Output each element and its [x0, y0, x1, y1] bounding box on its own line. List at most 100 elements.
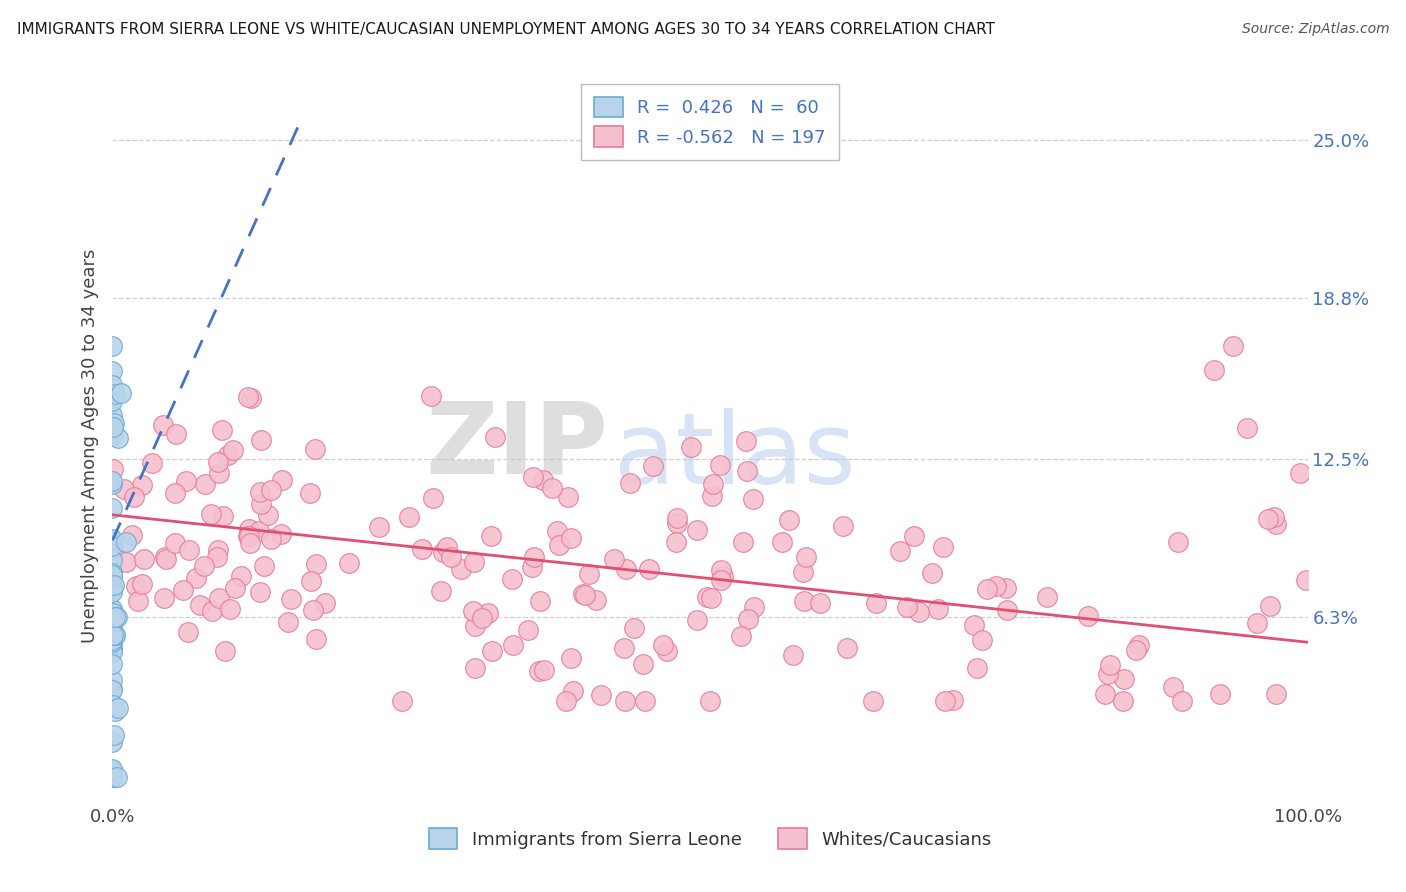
Point [299, 486, 322, 500]
Point [271, 473, 294, 487]
Point [104, 387, 127, 401]
Point [896, 599, 918, 614]
Point [603, 552, 626, 566]
Point [110, 386, 132, 401]
Point [101, 566, 124, 581]
Point [249, 585, 271, 599]
Point [702, 476, 724, 491]
Point [105, 770, 128, 784]
Point [103, 628, 125, 642]
Point [699, 694, 721, 708]
Point [634, 694, 657, 708]
Point [665, 511, 688, 525]
Point [208, 467, 231, 481]
Point [101, 500, 124, 515]
Point [572, 587, 595, 601]
Point [184, 571, 207, 585]
Y-axis label: Unemployment Among Ages 30 to 34 years: Unemployment Among Ages 30 to 34 years [80, 249, 98, 643]
Point [737, 464, 759, 478]
Point [782, 648, 804, 663]
Point [976, 582, 998, 597]
Point [257, 508, 280, 522]
Point [464, 619, 486, 633]
Point [730, 629, 752, 643]
Point [523, 549, 546, 564]
Point [585, 592, 607, 607]
Point [101, 339, 124, 353]
Point [101, 476, 124, 491]
Point [398, 510, 420, 524]
Point [932, 540, 955, 554]
Point [101, 607, 124, 621]
Point [744, 599, 766, 614]
Point [589, 688, 612, 702]
Point [927, 602, 949, 616]
Text: IMMIGRANTS FROM SIERRA LEONE VS WHITE/CAUCASIAN UNEMPLOYMENT AMONG AGES 30 TO 34: IMMIGRANTS FROM SIERRA LEONE VS WHITE/CA… [17, 22, 995, 37]
Point [709, 458, 731, 473]
Point [1077, 608, 1099, 623]
Point [546, 524, 568, 538]
Point [101, 645, 124, 659]
Point [502, 638, 524, 652]
Point [212, 508, 235, 523]
Point [463, 555, 485, 569]
Point [219, 602, 242, 616]
Point [391, 694, 413, 708]
Point [1094, 687, 1116, 701]
Point [865, 596, 887, 610]
Point [101, 462, 124, 476]
Point [527, 664, 550, 678]
Point [104, 704, 127, 718]
Point [280, 592, 302, 607]
Point [299, 574, 322, 589]
Point [301, 603, 323, 617]
Point [1125, 643, 1147, 657]
Point [1114, 672, 1136, 686]
Point [633, 657, 655, 671]
Point [778, 513, 800, 527]
Point [696, 590, 718, 604]
Point [101, 474, 124, 488]
Point [1263, 510, 1285, 524]
Text: ZIP: ZIP [426, 398, 609, 494]
Point [1257, 512, 1279, 526]
Point [481, 644, 503, 658]
Point [101, 632, 124, 647]
Point [934, 694, 956, 708]
Point [224, 581, 246, 595]
Legend: Immigrants from Sierra Leone, Whites/Caucasians: Immigrants from Sierra Leone, Whites/Cau… [419, 819, 1001, 858]
Point [1167, 534, 1189, 549]
Point [101, 617, 124, 632]
Point [541, 481, 564, 495]
Point [681, 440, 703, 454]
Point [131, 478, 153, 492]
Point [107, 701, 129, 715]
Point [1236, 420, 1258, 434]
Point [101, 641, 124, 656]
Point [131, 577, 153, 591]
Point [614, 694, 637, 708]
Point [101, 582, 124, 597]
Point [247, 524, 270, 538]
Point [793, 593, 815, 607]
Point [165, 426, 187, 441]
Point [155, 550, 177, 565]
Point [127, 594, 149, 608]
Point [710, 563, 733, 577]
Point [517, 624, 540, 638]
Point [193, 559, 215, 574]
Point [101, 770, 124, 784]
Point [700, 591, 723, 605]
Point [484, 430, 506, 444]
Point [921, 566, 943, 580]
Point [277, 615, 299, 629]
Point [101, 570, 124, 584]
Point [792, 566, 814, 580]
Point [903, 529, 925, 543]
Point [260, 532, 283, 546]
Point [450, 561, 472, 575]
Point [555, 694, 578, 708]
Point [1209, 687, 1232, 701]
Point [522, 560, 544, 574]
Point [578, 567, 600, 582]
